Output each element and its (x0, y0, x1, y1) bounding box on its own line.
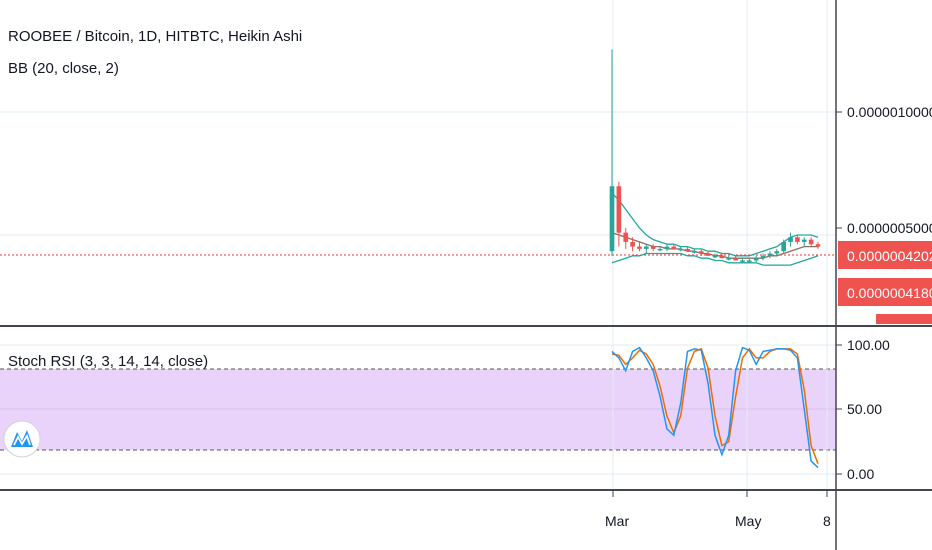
volume-tag (876, 314, 932, 324)
candle-body (705, 253, 711, 256)
candle-body (808, 239, 814, 245)
second-price-label: 0.00000041809 (847, 285, 932, 301)
chart-title: ROOBEE / Bitcoin, 1D, HITBTC, Heikin Ash… (8, 28, 302, 45)
candle-body (698, 251, 704, 254)
candle-body (712, 255, 718, 258)
indicator-label: BB (20, close, 2) (8, 60, 119, 77)
second-price-tag (838, 278, 932, 306)
time-tick: 8 (823, 513, 831, 529)
stoch-series (611, 346, 819, 469)
price-grid (0, 111, 836, 236)
price-series (609, 49, 821, 266)
candle-body (678, 248, 683, 251)
candle-body (719, 255, 725, 259)
candle-body (747, 260, 752, 262)
candle-body (760, 255, 766, 259)
time-tick: Mar (605, 513, 629, 529)
candle-body (671, 246, 677, 249)
candle-body (650, 246, 656, 249)
price-axis[interactable]: 0.00000100000 0.00000050000 0.0000004202… (836, 104, 932, 324)
candle-body (616, 186, 622, 233)
candle-body (815, 244, 821, 247)
candle-body (623, 232, 629, 242)
candle-body (692, 251, 697, 253)
candle-body (609, 186, 615, 252)
candle-body (657, 248, 663, 251)
time-tick: May (735, 513, 761, 529)
stoch-tick: 0.00 (847, 466, 874, 482)
bb-upper-line (611, 192, 819, 257)
candle-body (644, 246, 649, 249)
candle-body (788, 237, 793, 242)
candle-body (795, 237, 800, 242)
stoch-tick: 50.00 (847, 401, 882, 417)
candle-body (767, 253, 773, 256)
candle-body (753, 258, 759, 261)
candle-body (733, 258, 738, 261)
candle-body (637, 246, 642, 249)
candle-body (630, 241, 635, 247)
candle-body (801, 239, 807, 242)
candle-body (685, 248, 690, 252)
stoch-tick: 100.00 (847, 337, 890, 353)
tradingview-logo-icon[interactable] (3, 420, 41, 458)
price-tick: 0.00000050000 (847, 220, 932, 236)
last-price-label: 0.00000042027 (847, 248, 932, 264)
stoch-k-line (611, 346, 819, 469)
candle-body (740, 260, 745, 262)
time-axis[interactable]: Mar May 8 (605, 490, 831, 529)
last-price-tag (838, 241, 932, 269)
price-tick: 0.00000100000 (847, 104, 932, 120)
candle-body (664, 246, 670, 249)
candle-body (781, 241, 786, 252)
stoch-label: Stoch RSI (3, 3, 14, 14, close) (8, 353, 208, 370)
candle-body (774, 251, 780, 254)
stoch-axis[interactable]: 100.00 50.00 0.00 (836, 337, 890, 482)
candle-body (726, 258, 732, 260)
